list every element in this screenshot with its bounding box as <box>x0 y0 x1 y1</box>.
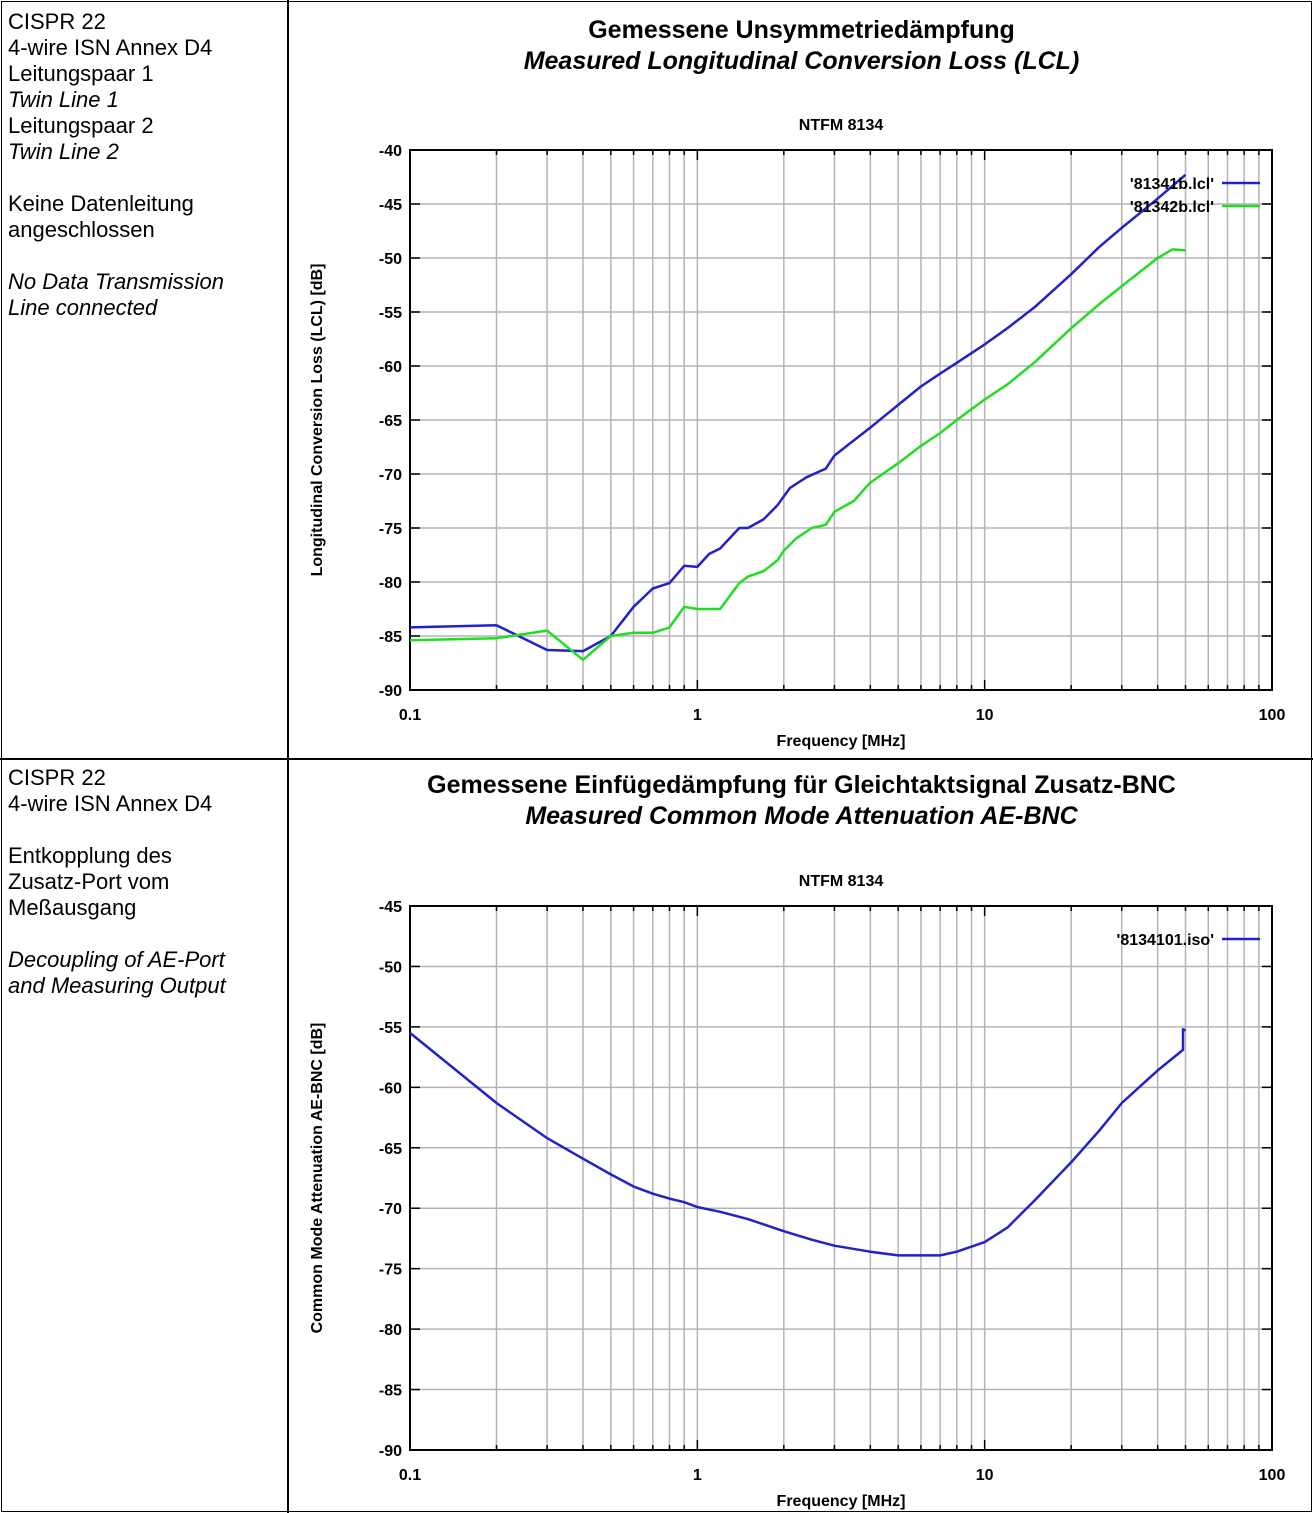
side-line: Line connected <box>8 295 158 320</box>
plot-border <box>409 905 1273 1451</box>
lcl-chart: 0.1 1 10 100 -90 -85 -80 -75 -70 -65 -60 -55 -50 -45 -… <box>309 117 1286 750</box>
legend-label: '81341b.lcl' <box>1130 176 1214 193</box>
side-line: Leitungspaar 1 <box>8 61 154 86</box>
chart-title: NTFM 8134 <box>799 873 884 890</box>
chart-title: NTFM 8134 <box>799 117 884 134</box>
attenuation-chart: 0.1 1 10 100 -90 -85 -80 -75 -70 -65 -60 -55 -50 -45 N… <box>309 873 1286 1510</box>
x-tick-label: 100 <box>1259 1467 1286 1484</box>
side-line: and Measuring Output <box>8 973 226 998</box>
side-note-lcl: CISPR 22 4-wire ISN Annex D4 Leitungspaar … <box>8 9 283 321</box>
y-tick-label: -85 <box>379 1383 402 1400</box>
y-tick-label: -60 <box>379 1080 402 1097</box>
panel-title-lcl: Gemessene Unsymmetriedämpfung Measured L… <box>290 15 1313 77</box>
series-line <box>409 248 1186 662</box>
y-axis-label: Longitudinal Conversion Loss (LCL) [dB] <box>309 264 326 577</box>
legend-label: '8134101.iso' <box>1117 932 1214 949</box>
y-axis-label: Common Mode Attenuation AE-BNC [dB] <box>309 1023 326 1334</box>
side-line: 4-wire ISN Annex D4 <box>8 791 213 816</box>
y-tick-label: -85 <box>379 629 402 646</box>
y-tick-label: -40 <box>379 143 402 160</box>
x-axis-label: Frequency [MHz] <box>777 1493 906 1510</box>
side-line: Twin Line 1 <box>8 87 119 112</box>
side-line <box>8 921 283 947</box>
side-line: CISPR 22 <box>8 9 106 34</box>
y-tick-label: -55 <box>379 305 402 322</box>
y-tick-label: -80 <box>379 1322 402 1339</box>
y-tick-label: -50 <box>379 251 402 268</box>
title-german: Gemessene Unsymmetriedämpfung <box>588 16 1015 44</box>
x-tick-label: 0.1 <box>399 1467 421 1484</box>
y-tick-label: -55 <box>379 1020 402 1037</box>
side-line <box>8 243 283 269</box>
title-english: Measured Common Mode Attenuation AE-BNC <box>525 802 1078 830</box>
title-german: Gemessene Einfügedämpfung für Gleichtakt… <box>427 771 1176 799</box>
y-tick-label: -60 <box>379 359 402 376</box>
side-line <box>8 165 283 191</box>
y-tick-label: -50 <box>379 959 402 976</box>
x-axis-label: Frequency [MHz] <box>777 733 906 750</box>
side-line: Twin Line 2 <box>8 139 119 164</box>
side-line: No Data Transmission <box>8 269 224 294</box>
y-tick-label: -45 <box>379 197 402 214</box>
side-line: Leitungspaar 2 <box>8 113 154 138</box>
panel-title-attenuation: Gemessene Einfügedämpfung für Gleichtakt… <box>290 770 1313 832</box>
y-tick-label: -70 <box>379 1201 402 1218</box>
y-tick-label: -65 <box>379 413 402 430</box>
x-tick-label: 10 <box>976 1467 994 1484</box>
side-line: Meßausgang <box>8 895 137 920</box>
side-line: angeschlossen <box>8 217 155 242</box>
x-tick-label: 0.1 <box>399 707 421 724</box>
legend-label: '81342b.lcl' <box>1130 199 1214 216</box>
x-tick-label: 10 <box>976 707 994 724</box>
side-line: CISPR 22 <box>8 765 106 790</box>
y-tick-label: -45 <box>379 899 402 916</box>
side-line: 4-wire ISN Annex D4 <box>8 35 213 60</box>
x-tick-label: 1 <box>693 707 702 724</box>
series-line <box>409 173 1187 653</box>
y-tick-label: -90 <box>379 683 402 700</box>
side-line: Keine Datenleitung <box>8 191 194 216</box>
y-tick-label: -75 <box>379 521 402 538</box>
y-tick-label: -80 <box>379 575 402 592</box>
y-tick-label: -90 <box>379 1443 402 1460</box>
y-tick-label: -65 <box>379 1141 402 1158</box>
plot-border <box>409 149 1273 691</box>
side-line: Zusatz-Port vom <box>8 869 170 894</box>
row-divider <box>0 758 1313 760</box>
y-tick-label: -70 <box>379 467 402 484</box>
column-divider <box>287 0 289 1513</box>
title-english: Measured Longitudinal Conversion Loss (L… <box>523 47 1080 75</box>
side-line: Decoupling of AE-Port <box>8 947 225 972</box>
y-tick-label: -75 <box>379 1262 402 1279</box>
x-tick-label: 1 <box>693 1467 702 1484</box>
side-line: Entkopplung des <box>8 843 172 868</box>
series-line <box>409 1028 1187 1257</box>
side-note-attenuation: CISPR 22 4-wire ISN Annex D4 Entkopplung d… <box>8 765 283 999</box>
side-line <box>8 817 283 843</box>
x-tick-label: 100 <box>1259 707 1286 724</box>
